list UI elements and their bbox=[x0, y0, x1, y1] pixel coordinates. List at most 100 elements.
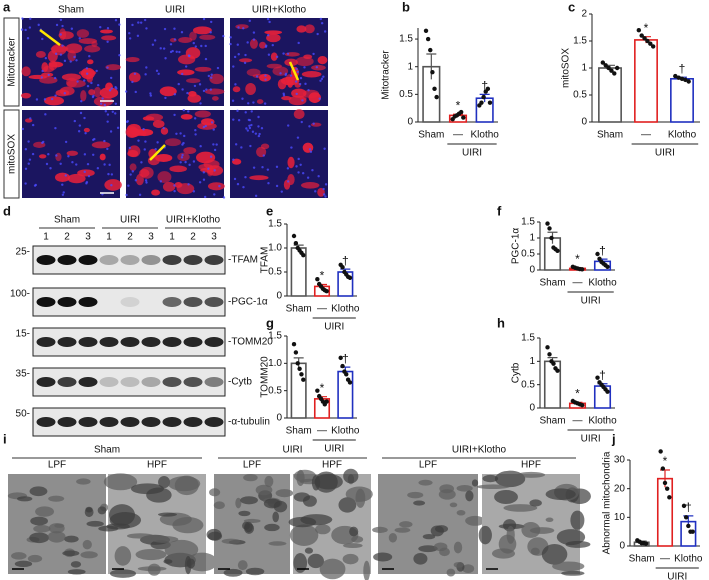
bar bbox=[543, 360, 562, 409]
nucleus bbox=[301, 99, 304, 102]
band bbox=[204, 255, 224, 265]
organelle bbox=[275, 489, 294, 498]
data-point bbox=[545, 221, 550, 226]
nucleus bbox=[246, 129, 250, 132]
band bbox=[204, 337, 224, 347]
nucleus bbox=[267, 181, 270, 185]
nucleus bbox=[75, 59, 78, 62]
organelle bbox=[84, 507, 94, 518]
organelle bbox=[268, 541, 287, 546]
band bbox=[162, 377, 182, 387]
significance: † bbox=[599, 368, 606, 382]
organelle bbox=[135, 548, 167, 561]
data-point bbox=[642, 36, 647, 41]
nucleus bbox=[184, 160, 187, 164]
data-point bbox=[293, 241, 299, 246]
data-point bbox=[595, 251, 600, 257]
y-tick-label: 1 bbox=[529, 356, 535, 367]
nucleus bbox=[306, 176, 310, 179]
x-tick-label: — bbox=[660, 554, 670, 565]
band bbox=[36, 255, 56, 265]
nucleus bbox=[55, 154, 58, 157]
organelle bbox=[311, 474, 321, 491]
nucleus bbox=[298, 82, 302, 86]
band bbox=[162, 417, 182, 427]
y-tick-label: 10 bbox=[614, 512, 626, 523]
nucleus bbox=[116, 126, 120, 130]
data-point bbox=[660, 466, 666, 471]
data-point bbox=[547, 352, 552, 357]
nucleus bbox=[173, 38, 177, 41]
panel-label: b bbox=[402, 0, 410, 14]
nucleus bbox=[49, 167, 52, 170]
organelle bbox=[289, 524, 319, 547]
organelle bbox=[465, 515, 486, 526]
lane-number: 1 bbox=[169, 232, 175, 243]
signal bbox=[129, 163, 137, 171]
organelle bbox=[517, 471, 546, 478]
group-header: UIRI bbox=[120, 215, 140, 226]
nucleus bbox=[86, 84, 90, 88]
nucleus bbox=[280, 190, 283, 193]
y-tick-label: 0 bbox=[581, 117, 587, 128]
nucleus bbox=[86, 162, 90, 166]
nucleus bbox=[155, 69, 159, 73]
nucleus bbox=[78, 37, 81, 40]
data-point bbox=[479, 100, 484, 105]
organelle bbox=[453, 561, 464, 568]
nucleus bbox=[59, 53, 63, 56]
nucleus bbox=[202, 17, 206, 21]
data-point bbox=[612, 71, 617, 76]
nucleus bbox=[59, 162, 62, 165]
y-tick-label: 0.5 bbox=[521, 249, 535, 260]
micrograph bbox=[7, 474, 109, 575]
organelle bbox=[552, 561, 585, 572]
data-point bbox=[340, 363, 345, 369]
nucleus bbox=[212, 143, 215, 146]
nucleus bbox=[144, 140, 147, 143]
organelle bbox=[14, 560, 33, 568]
nucleus bbox=[103, 163, 106, 166]
nucleus bbox=[83, 170, 86, 174]
organelle bbox=[245, 567, 265, 576]
data-point bbox=[648, 41, 653, 46]
nucleus bbox=[299, 76, 303, 80]
lane-number: 2 bbox=[64, 232, 70, 243]
organelle bbox=[35, 506, 55, 517]
signal bbox=[235, 24, 249, 30]
nucleus bbox=[28, 26, 32, 29]
nucleus bbox=[309, 150, 313, 153]
organelle bbox=[76, 478, 91, 485]
signal bbox=[20, 92, 32, 99]
nucleus bbox=[316, 32, 319, 36]
signal bbox=[105, 64, 121, 71]
organelle bbox=[399, 521, 413, 528]
column-header: UIRI bbox=[165, 5, 185, 16]
organelle bbox=[82, 539, 92, 550]
organelle bbox=[67, 569, 86, 575]
nucleus bbox=[144, 73, 147, 76]
nucleus bbox=[179, 161, 182, 164]
nucleus bbox=[207, 167, 210, 170]
nucleus bbox=[279, 72, 282, 75]
nucleus bbox=[78, 124, 82, 127]
band bbox=[120, 337, 140, 347]
group-header: UIRI+Klotho bbox=[452, 445, 507, 456]
y-tick-label: 0 bbox=[407, 117, 413, 128]
significance: * bbox=[575, 252, 580, 266]
nucleus bbox=[110, 87, 113, 90]
organelle bbox=[293, 492, 311, 502]
nucleus bbox=[251, 130, 255, 133]
micrograph bbox=[206, 473, 294, 577]
nucleus bbox=[268, 20, 271, 24]
signal bbox=[177, 69, 195, 76]
signal bbox=[285, 74, 294, 86]
mw-marker: 25- bbox=[16, 247, 30, 258]
signal bbox=[277, 78, 287, 90]
signal bbox=[287, 174, 295, 186]
data-point bbox=[667, 495, 672, 500]
organelle bbox=[307, 553, 324, 569]
nucleus bbox=[144, 179, 148, 182]
signal bbox=[91, 141, 111, 149]
protein-label: -PGC-1α bbox=[228, 297, 268, 308]
